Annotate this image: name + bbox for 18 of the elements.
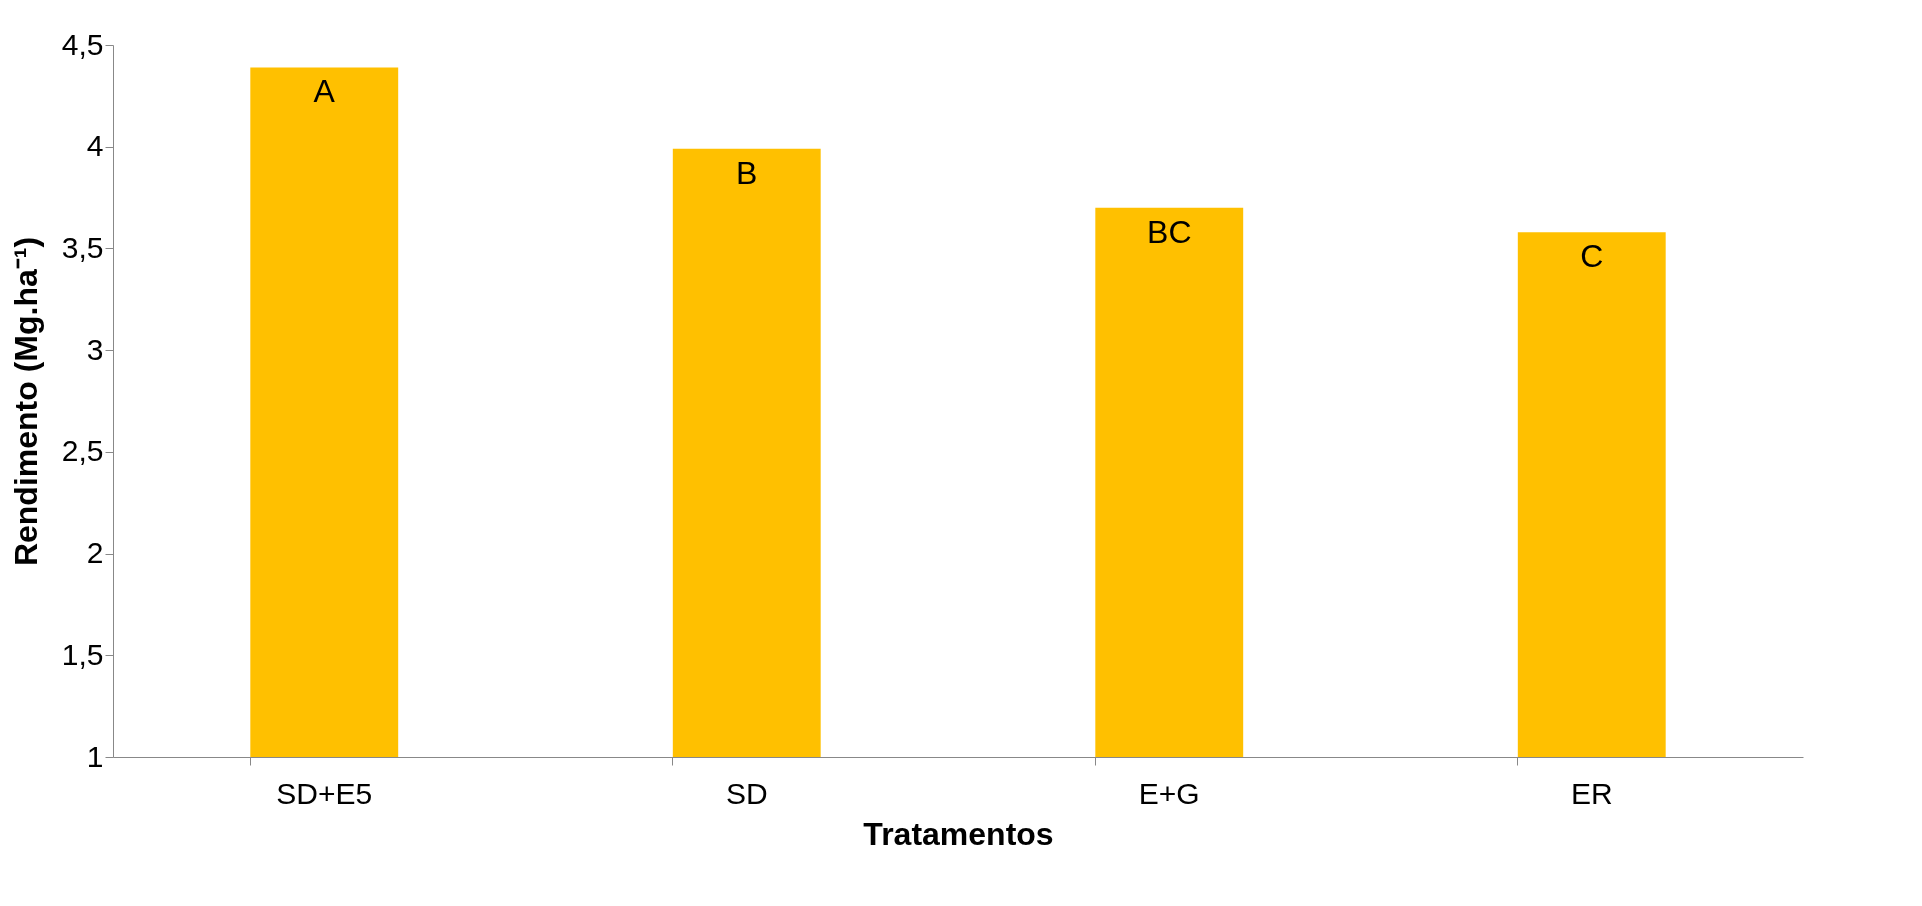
x-tick-label: SD — [725, 776, 768, 810]
y-tick-label: 4,5 — [61, 27, 104, 61]
x-axis-title: Tratamentos — [863, 815, 1054, 852]
annotation: C — [1580, 238, 1604, 275]
annotation: B — [736, 154, 758, 191]
y-tick-label: 3,5 — [61, 230, 104, 264]
x-tick-label: E+G — [1138, 776, 1200, 810]
y-tick-label: 1,5 — [61, 637, 104, 671]
annotation: A — [313, 73, 336, 110]
y-axis-title: Rendimento (Mg.ha⁻¹) — [7, 236, 44, 567]
y-tick-label: 1 — [86, 739, 104, 773]
y-tick-label: 4 — [86, 129, 104, 163]
y-tick-label: 3 — [86, 332, 104, 366]
x-tick-label: SD+E5 — [276, 776, 373, 810]
y-tick-label: 2,5 — [61, 434, 104, 468]
x-tick-label: ER — [1570, 776, 1613, 810]
y-tick-label: 2 — [86, 536, 104, 570]
annotation: BC — [1147, 213, 1192, 250]
